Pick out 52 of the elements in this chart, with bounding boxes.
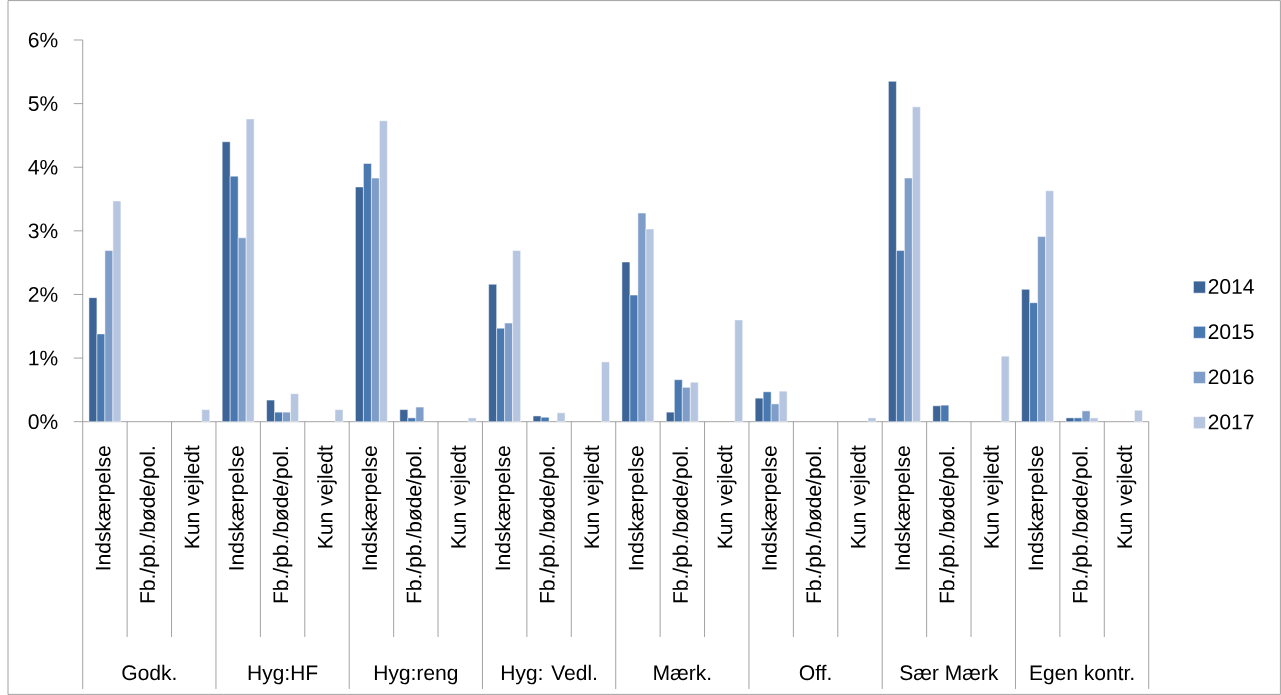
y-tick-label: 6%	[28, 32, 58, 48]
legend-label: 2014	[1208, 279, 1254, 294]
legend-label: 2017	[1208, 414, 1254, 430]
legend-label: 2015	[1208, 324, 1254, 340]
bar	[201, 409, 210, 422]
x-tick-label: Kun vejledt	[716, 445, 737, 548]
bar	[556, 412, 566, 422]
x-tick-label: Indskærpelse	[228, 446, 248, 570]
x-tick-label: Indskærpelse	[95, 446, 115, 570]
legend-label: 2016	[1208, 369, 1254, 385]
text: Off.	[799, 664, 831, 681]
bar	[734, 319, 743, 422]
bar	[1134, 409, 1143, 422]
x-tick-label: Fb./pb./bøde/pol.	[272, 447, 293, 603]
text: Godk.	[122, 664, 176, 681]
x-tick-label: Fb./pb./bøde/pol.	[805, 447, 826, 603]
x-tick-label: Kun vejledt	[1116, 445, 1137, 548]
x-tick-label: Fb./pb./bøde/pol.	[672, 447, 693, 603]
bar	[334, 409, 344, 422]
bar	[601, 361, 610, 422]
bar	[867, 417, 877, 422]
x-tick-label: Indskærpelse	[494, 446, 515, 570]
x-tick-label: Kun vejledt	[317, 445, 337, 548]
x-tick-label: Indskærpelse	[361, 446, 382, 570]
x-tick-label: Kun vejledt	[450, 445, 471, 548]
x-tick-label: Indskærpelse	[628, 446, 648, 570]
y-tick-label: 4%	[28, 159, 58, 175]
bar	[1000, 355, 1010, 422]
x-tick-label: Fb./pb./bøde/pol.	[406, 447, 426, 603]
text: Mærk.	[654, 664, 711, 681]
text: Hyg:HF	[248, 665, 318, 685]
x-tick-label: Fb./pb./bøde/pol.	[1072, 447, 1092, 603]
x-tick-label: Indskærpelse	[1027, 446, 1048, 570]
y-tick-label: 1%	[29, 350, 58, 366]
x-tick-label: Fb./pb./bøde/pol.	[939, 447, 959, 603]
x-tick-label: Kun vejledt	[583, 445, 604, 548]
text: Hyg:reng	[374, 665, 458, 685]
text: Sær Mærk	[900, 664, 999, 681]
x-tick-label: Fb./pb./bøde/pol.	[539, 447, 559, 603]
x-tick-label: Fb./pb./bøde/pol.	[139, 447, 160, 603]
text: Hyg: Vedl.	[501, 664, 597, 685]
x-tick-label: Kun vejledt	[850, 445, 870, 548]
x-tick-label: Kun vejledt	[983, 445, 1004, 548]
text: Egen kontr.	[1030, 664, 1134, 685]
y-tick-label: 3%	[28, 223, 58, 239]
x-tick-label: Kun vejledt	[183, 445, 204, 548]
x-tick-label: Indskærpelse	[761, 446, 781, 570]
x-tick-label: Indskærpelse	[894, 446, 915, 570]
y-tick-label: 5%	[28, 96, 58, 111]
bar	[467, 417, 477, 422]
y-tick-label: 2%	[28, 287, 58, 302]
y-tick-label: 0%	[28, 414, 58, 430]
